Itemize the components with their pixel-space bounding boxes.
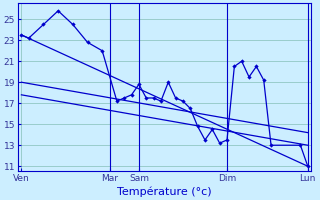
X-axis label: Température (°c): Température (°c): [117, 186, 212, 197]
